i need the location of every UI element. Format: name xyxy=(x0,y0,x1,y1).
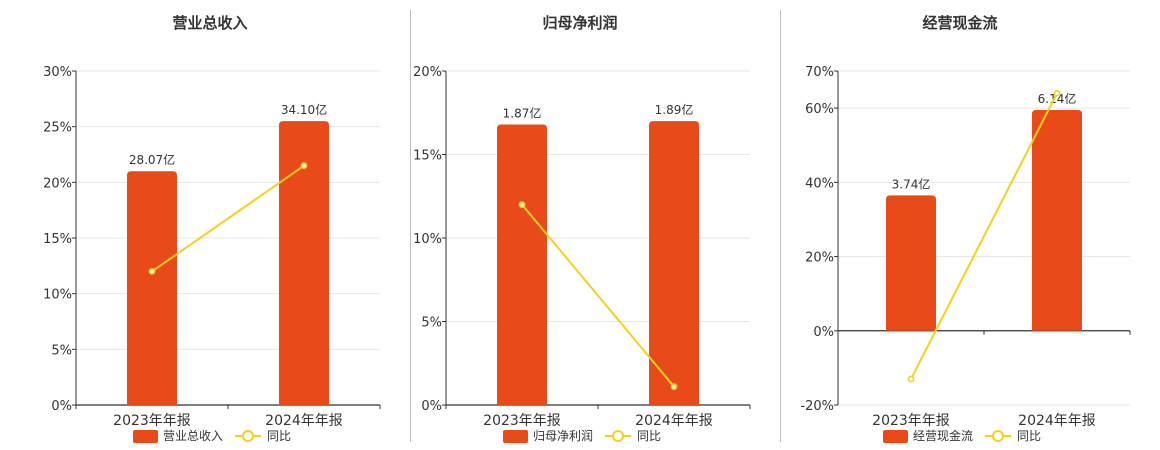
panel-divider xyxy=(410,10,411,442)
legend-bar-label: 经营现金流 xyxy=(913,428,973,443)
yoy-point xyxy=(148,267,156,275)
y-tick-label: -20% xyxy=(800,399,834,414)
legend-line-label: 同比 xyxy=(1017,429,1041,443)
panel-divider xyxy=(780,10,781,442)
legend-bar-swatch xyxy=(503,430,528,443)
y-tick-label: 20% xyxy=(805,251,834,266)
x-category-label: 2024年年报 xyxy=(265,413,343,429)
legend-bar-swatch xyxy=(883,430,908,443)
chart-title: 营业总收入 xyxy=(172,14,247,32)
y-tick-label: 5% xyxy=(51,343,72,358)
legend-line-label: 同比 xyxy=(637,429,661,443)
y-tick-label: 5% xyxy=(421,316,442,331)
x-category-label: 2023年年报 xyxy=(483,413,561,429)
bar xyxy=(127,171,177,405)
y-tick-label: 30% xyxy=(43,65,72,80)
yoy-point xyxy=(518,201,526,208)
x-category-label: 2024年年报 xyxy=(1018,413,1096,429)
y-tick-label: 40% xyxy=(805,176,834,191)
bar-data-label: 3.74亿 xyxy=(892,176,931,191)
chart-panel: 营业总收入 0% 5% 10% 15% 20% 25% 30% 28.07亿 34.10亿 2023… xyxy=(43,14,381,443)
yoy-point xyxy=(1053,89,1061,97)
bar-data-label: 34.10亿 xyxy=(281,102,327,117)
legend-bar-swatch xyxy=(133,430,158,443)
chart-title: 经营现金流 xyxy=(922,14,997,32)
y-tick-label: 20% xyxy=(43,176,72,191)
bar-data-label: 28.07亿 xyxy=(129,152,175,167)
y-tick-label: 10% xyxy=(43,288,72,303)
y-tick-label: 25% xyxy=(43,121,72,136)
x-category-label: 2024年年报 xyxy=(635,413,713,429)
legend-bar-label: 营业总收入 xyxy=(163,429,223,443)
chart-panel: 经营现金流 -20% 0% 20% 40% 60% 70% 3.74亿 6.14亿 2023年年报… xyxy=(800,14,1131,443)
legend-line-marker xyxy=(992,430,1004,442)
y-tick-label: 0% xyxy=(813,325,834,340)
y-tick-label: 0% xyxy=(421,399,442,414)
bar xyxy=(497,124,547,405)
yoy-point xyxy=(300,162,308,170)
y-tick-label: 70% xyxy=(805,65,834,80)
bar xyxy=(1032,109,1082,331)
bar xyxy=(886,195,936,331)
yoy-line xyxy=(521,203,675,388)
chart-panel: 归母净利润 0% 5% 10% 15% 20% 1.87亿 1.89亿 2023年年报 2024年… xyxy=(413,14,751,443)
legend-bar-label: 归母净利润 xyxy=(533,429,593,443)
bar-data-label: 1.87亿 xyxy=(503,105,542,120)
y-tick-label: 0% xyxy=(51,399,72,414)
x-category-label: 2023年年报 xyxy=(872,413,950,429)
y-tick-label: 15% xyxy=(413,149,442,164)
bar-data-label: 6.14亿 xyxy=(1038,91,1077,106)
legend-line-label: 同比 xyxy=(267,429,291,443)
y-tick-label: 15% xyxy=(43,232,72,247)
yoy-line xyxy=(151,164,305,273)
yoy-point xyxy=(907,375,915,383)
bar-data-label: 1.89亿 xyxy=(655,102,694,117)
bar xyxy=(279,121,329,405)
chart-title: 归母净利润 xyxy=(542,14,617,32)
y-tick-label: 20% xyxy=(413,65,442,80)
yoy-line xyxy=(910,92,1058,380)
y-tick-label: 60% xyxy=(805,102,834,117)
bar xyxy=(649,121,699,405)
legend-line-marker xyxy=(612,430,624,442)
legend-line-marker xyxy=(242,430,254,442)
x-category-label: 2023年年报 xyxy=(113,413,191,429)
yoy-point xyxy=(670,383,678,391)
y-tick-label: 10% xyxy=(413,232,442,247)
